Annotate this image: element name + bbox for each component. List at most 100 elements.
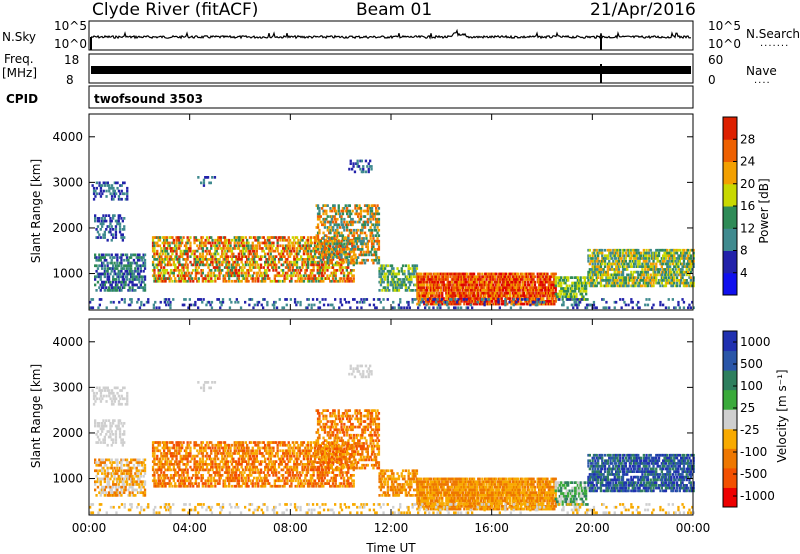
echo-cell-0-479 (156, 277, 159, 280)
echo-cell-0-640 (178, 277, 181, 280)
echo-cell-0-3167 (502, 286, 505, 289)
echo-cell-0-1273 (269, 247, 272, 250)
echo-cell-0-2192 (359, 250, 363, 254)
echo-cell-0-2022 (336, 223, 339, 227)
echo-cell-0-4494 (152, 303, 155, 307)
echo-cell-0-3587 (560, 287, 563, 290)
echo-cell-0-17 (98, 286, 101, 289)
echo-cell-0-2471 (407, 286, 410, 289)
echo-cell-0-1162 (253, 249, 256, 253)
echo-cell-0-4456 (692, 259, 695, 263)
echo-cell-0-175 (124, 264, 127, 268)
echo-cell-0-4365 (680, 276, 683, 279)
echo-cell-0-23 (98, 253, 101, 257)
echo-cell-0-1277 (271, 279, 274, 283)
echo-cell-0-3002 (479, 280, 483, 284)
echo-cell-0-2944 (472, 302, 476, 306)
echo-cell-0-3082 (490, 291, 494, 295)
echo-cell-0-714 (186, 236, 189, 239)
echo-cell-1-103 (113, 491, 116, 494)
echo-cell-0-2938 (471, 286, 474, 289)
echo-cell-0-1806 (345, 238, 348, 242)
echo-cell-0-4525 (201, 300, 204, 304)
echo-cell-0-882 (214, 244, 217, 248)
echo-cell-0-1709 (333, 274, 336, 278)
echo-cell-0-4419 (687, 259, 690, 263)
echo-cell-0-4317 (673, 273, 676, 277)
echo-cell-0-1278 (271, 266, 274, 269)
echo-cell-0-1771 (341, 266, 344, 269)
echo-cell-0-4734 (566, 298, 569, 301)
echo-cell-0-4619 (361, 300, 364, 304)
echo-cell-0-2247 (366, 250, 369, 254)
echo-cell-0-2178 (357, 207, 360, 210)
echo-cell-0-2376 (382, 286, 385, 289)
echo-cell-0-4110 (645, 284, 648, 288)
echo-cell-0-4795 (667, 306, 670, 310)
echo-cell-0-199 (128, 267, 131, 270)
echo-cell-0-2443 (397, 269, 401, 273)
echo-cell-0-2177 (357, 212, 360, 216)
echo-cell-0-1052 (237, 244, 240, 248)
echo-cell-0-2885 (464, 283, 467, 287)
echo-cell-0-1626 (320, 260, 324, 264)
echo-cell-0-2788 (452, 283, 455, 287)
echo-cell-0-716 (187, 271, 191, 275)
echo-cell-0-4298 (670, 270, 673, 274)
echo-cell-0-1933 (326, 261, 329, 265)
echo-cell-0-4639 (397, 306, 400, 310)
echo-cell-0-861 (211, 260, 214, 264)
echo-cell-0-1037 (236, 260, 239, 264)
echo-cell-0-946 (223, 249, 227, 253)
echo-cell-1-105 (113, 477, 116, 481)
echo-cell-0-4519 (194, 303, 197, 307)
echo-cell-0-4694 (476, 300, 479, 304)
echo-cell-0-3893 (613, 248, 616, 252)
echo-cell-0-4523 (198, 298, 201, 301)
echo-cell-0-3892 (613, 251, 616, 255)
echo-cell-0-3963 (623, 265, 626, 268)
echo-cell-0-1809 (347, 274, 350, 278)
echo-cell-0-2527 (417, 294, 420, 298)
echo-cell-0-3605 (564, 287, 567, 290)
echo-cell-0-4838 (370, 167, 373, 171)
echo-cell-0-1917 (323, 223, 327, 227)
echo-cell-0-2798 (453, 286, 456, 289)
echo-cell-1-16 (96, 463, 100, 467)
echo-cell-0-2987 (478, 297, 481, 300)
echo-cell-0-899 (217, 252, 220, 256)
echo-cell-0-212 (131, 289, 134, 292)
echo-cell-0-2978 (477, 294, 480, 298)
echo-cell-0-3715 (588, 248, 591, 252)
echo-cell-0-398 (104, 184, 107, 187)
echo-cell-0-376 (123, 217, 126, 220)
echo-cell-0-3594 (561, 287, 564, 290)
echo-cell-0-3128 (496, 283, 499, 287)
echo-cell-0-2063 (341, 212, 345, 216)
echo-cell-0-4717 (526, 298, 529, 301)
echo-cell-0-1228 (264, 274, 267, 278)
echo-cell-0-2152 (354, 237, 357, 240)
echo-cell-0-4111 (645, 281, 648, 285)
echo-cell-0-963 (226, 271, 229, 275)
echo-cell-0-3363 (528, 291, 531, 295)
echo-cell-0-1788 (344, 279, 347, 283)
echo-cell-0-2871 (463, 294, 466, 298)
echo-cell-0-105 (113, 272, 116, 276)
echo-cell-0-59 (105, 280, 108, 284)
echo-cell-0-241 (135, 264, 138, 268)
echo-cell-0-2503 (414, 275, 417, 279)
echo-cell-0-1057 (239, 266, 242, 269)
echo-cell-0-2435 (396, 280, 399, 284)
echo-cell-0-4622 (364, 298, 367, 301)
echo-cell-0-3563 (554, 272, 557, 276)
echo-cell-0-3192 (504, 278, 508, 281)
echo-cell-0-113 (114, 280, 118, 284)
echo-cell-0-3887 (613, 270, 616, 274)
echo-cell-0-65 (106, 275, 109, 279)
echo-cell-0-3456 (540, 283, 543, 287)
echo-cell-0-365 (120, 236, 123, 239)
echo-cell-0-371 (121, 228, 124, 231)
echo-cell-0-829 (207, 277, 210, 280)
echo-cell-0-4815 (352, 165, 355, 168)
